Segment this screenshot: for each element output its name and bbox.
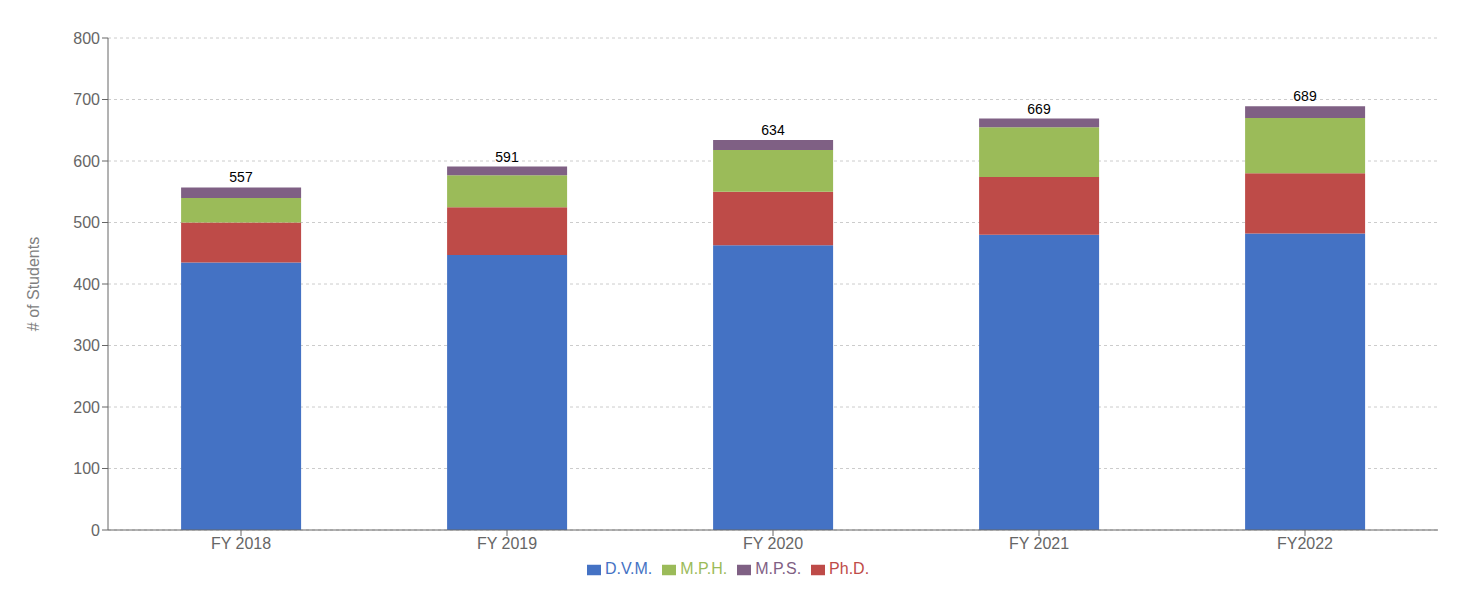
svg-text:FY 2020: FY 2020 [743, 535, 803, 552]
svg-text:400: 400 [73, 276, 100, 293]
svg-text:591: 591 [495, 149, 519, 165]
svg-text:700: 700 [73, 91, 100, 108]
svg-text:FY 2018: FY 2018 [211, 535, 271, 552]
html-text:Ph.D.: Ph.D. [829, 560, 870, 577]
svg-text:634: 634 [761, 122, 785, 138]
svg-text:# of Students: # of Students [25, 237, 42, 331]
html-text:D.V.M.: D.V.M. [604, 560, 653, 577]
svg-text:689: 689 [1293, 88, 1317, 104]
svg-text:300: 300 [73, 337, 100, 354]
svg-text:FY2022: FY2022 [1277, 535, 1333, 552]
svg-text:600: 600 [73, 153, 100, 170]
html-text:M.P.H.: M.P.H. [680, 560, 728, 577]
svg-text:557: 557 [229, 169, 253, 185]
svg-text:FY 2019: FY 2019 [477, 535, 537, 552]
svg-text:669: 669 [1027, 101, 1051, 117]
svg-text:FY 2021: FY 2021 [1009, 535, 1069, 552]
svg-text:0: 0 [91, 522, 100, 539]
svg-text:100: 100 [73, 460, 100, 477]
svg-text:800: 800 [73, 30, 100, 47]
svg-text:200: 200 [73, 399, 100, 416]
svg-text:500: 500 [73, 214, 100, 231]
html-text:M.P.S.: M.P.S. [755, 560, 802, 577]
